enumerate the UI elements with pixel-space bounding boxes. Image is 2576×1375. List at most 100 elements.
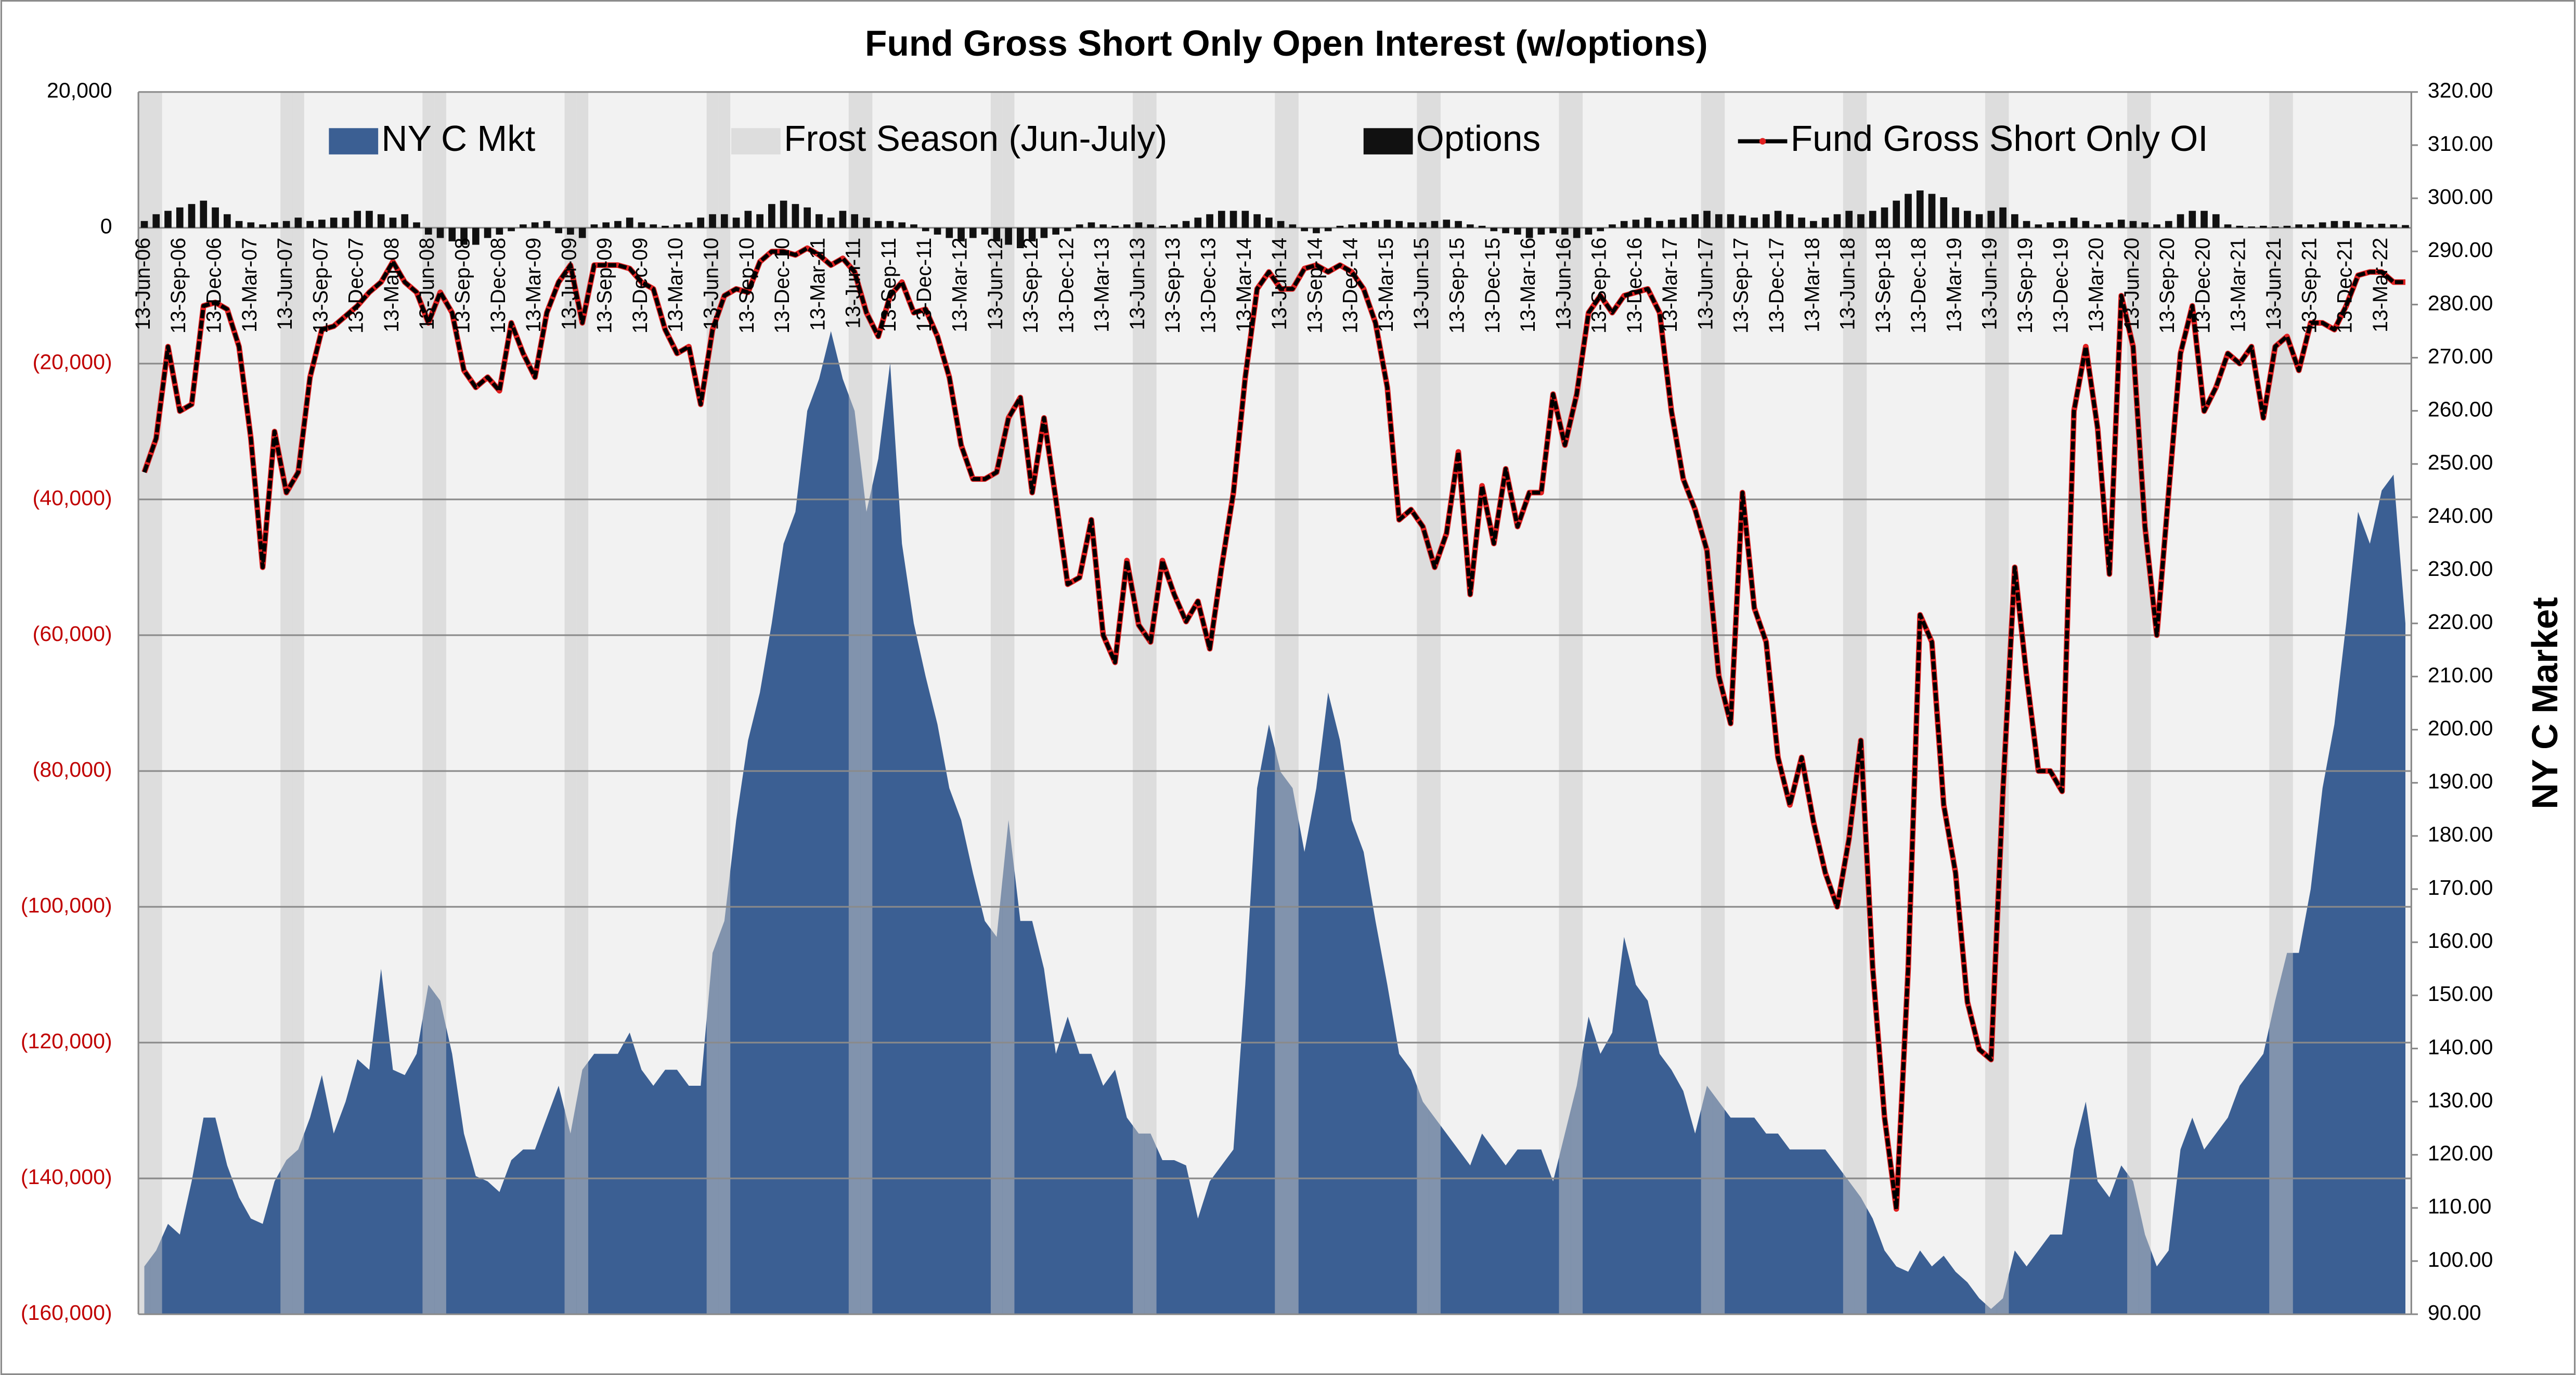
bar xyxy=(886,221,894,228)
bar xyxy=(1786,214,1794,228)
bar xyxy=(531,222,539,228)
bar xyxy=(377,214,385,228)
x-tick-label: 13-Sep-14 xyxy=(1303,238,1326,333)
x-tick-label: 13-Mar-22 xyxy=(2369,238,2392,332)
x-tick-label: 13-Jun-07 xyxy=(274,238,296,330)
line xyxy=(142,246,2406,1211)
y2-axis-title: NY C Market xyxy=(2525,597,2565,809)
bar xyxy=(200,200,208,228)
bar xyxy=(1265,217,1273,228)
bar xyxy=(1052,227,1059,235)
bar xyxy=(709,214,716,228)
bar xyxy=(934,227,941,235)
bar xyxy=(1727,214,1734,228)
y2-tick-label: 220.00 xyxy=(2428,610,2493,634)
bar xyxy=(863,217,870,228)
x-tick-label: 13-Sep-19 xyxy=(2014,238,2037,333)
bar xyxy=(330,217,338,228)
bar xyxy=(2378,224,2386,228)
season-band xyxy=(2269,92,2281,1315)
bar xyxy=(1419,222,1427,228)
bar xyxy=(602,222,610,228)
bar xyxy=(756,214,763,228)
x-tick-label: 13-Jun-13 xyxy=(1126,238,1149,330)
bar xyxy=(1537,227,1545,235)
bar xyxy=(685,222,693,228)
y2-tick-label: 300.00 xyxy=(2428,185,2493,209)
bar xyxy=(1952,207,1959,228)
x-tick-label: 13-Sep-11 xyxy=(877,238,900,332)
bar xyxy=(732,217,740,228)
y-tick-label: (120,000) xyxy=(21,1029,112,1053)
bar xyxy=(910,224,917,228)
bar xyxy=(1324,227,1332,232)
bar xyxy=(1597,227,1604,232)
x-tick-label: 13-Mar-09 xyxy=(522,238,545,332)
x-tick-label: 13-Dec-10 xyxy=(771,238,794,333)
bar xyxy=(2319,222,2326,228)
bar xyxy=(2390,224,2398,228)
y2-tick-label: 180.00 xyxy=(2428,823,2493,846)
bar xyxy=(662,225,669,228)
bar xyxy=(2011,214,2018,228)
x-tick-label: 13-Mar-18 xyxy=(1801,238,1823,332)
bar xyxy=(496,227,503,235)
season-band xyxy=(1997,92,2009,1315)
x-tick-label: 13-Dec-13 xyxy=(1197,238,1220,333)
x-tick-label: 13-Mar-11 xyxy=(806,238,829,331)
bar xyxy=(2271,226,2279,228)
bar xyxy=(2295,224,2302,228)
x-tick-label: 13-Dec-09 xyxy=(629,238,652,333)
bar xyxy=(981,227,989,235)
x-tick-label: 13-Jun-17 xyxy=(1694,238,1717,330)
bar xyxy=(2070,217,2078,228)
season-band xyxy=(1559,92,1571,1315)
y2-tick-label: 250.00 xyxy=(2428,451,2493,474)
bar xyxy=(780,200,787,228)
y-tick-label: (80,000) xyxy=(33,757,112,781)
bar xyxy=(1455,221,1462,228)
y2-tick-label: 290.00 xyxy=(2428,238,2493,262)
x-tick-label: 13-Dec-06 xyxy=(202,238,225,333)
x-tick-label: 13-Jun-09 xyxy=(558,238,580,330)
bar xyxy=(673,224,681,228)
bar xyxy=(697,217,705,228)
bar xyxy=(1123,224,1131,228)
bar xyxy=(1443,220,1451,228)
bar xyxy=(2331,221,2338,228)
bar xyxy=(1088,222,1095,228)
x-tick-label: 13-Sep-06 xyxy=(167,238,190,333)
bar xyxy=(354,211,361,228)
bar xyxy=(922,227,929,232)
bar xyxy=(874,221,882,228)
bar xyxy=(2200,211,2208,228)
bar xyxy=(1218,211,1225,228)
x-tick-label: 13-Mar-10 xyxy=(664,238,687,332)
y2-tick-label: 320.00 xyxy=(2428,79,2493,102)
y2-tick-label: 90.00 xyxy=(2428,1301,2481,1325)
bar xyxy=(1383,220,1391,228)
bar xyxy=(1301,227,1308,232)
bar xyxy=(235,221,243,228)
bar xyxy=(140,221,148,228)
bar xyxy=(1667,220,1675,228)
season-band xyxy=(422,92,435,1315)
bar xyxy=(1005,227,1012,245)
bar xyxy=(1857,214,1865,228)
x-tick-label: 13-Mar-20 xyxy=(2085,238,2108,332)
x-tick-label: 13-Mar-21 xyxy=(2227,238,2250,332)
season-band xyxy=(1133,92,1145,1315)
chart-title: Fund Gross Short Only Open Interest (w/o… xyxy=(865,23,1708,63)
season-band xyxy=(1855,92,1867,1315)
bar xyxy=(2354,222,2362,228)
bar xyxy=(1845,211,1853,228)
bar xyxy=(318,220,326,228)
y-tick-label: (20,000) xyxy=(33,350,112,374)
bar xyxy=(1502,227,1509,234)
x-tick-label: 13-Dec-07 xyxy=(345,238,368,333)
season-band xyxy=(1843,92,1855,1315)
bar xyxy=(626,217,633,228)
x-tick-label: 13-Dec-08 xyxy=(487,238,510,333)
y2-tick-label: 240.00 xyxy=(2428,504,2493,528)
season-band xyxy=(848,92,861,1315)
